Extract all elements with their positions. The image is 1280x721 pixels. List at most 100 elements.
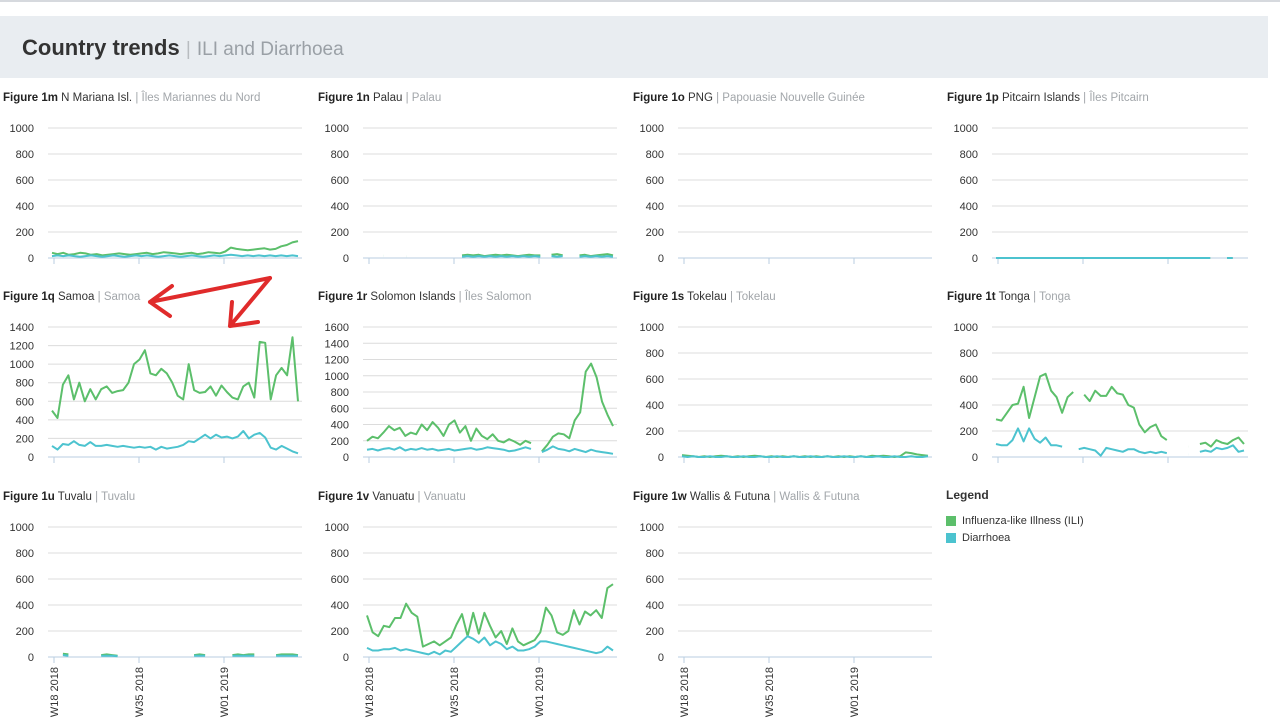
chart-title-separator: | xyxy=(1033,291,1037,303)
y-tick-label: 1000 xyxy=(10,359,34,371)
y-tick-label: 600 xyxy=(960,374,978,386)
chart-country-name: Tuvalu xyxy=(57,491,92,503)
chart-country-name-fr: Wallis & Futuna xyxy=(779,491,860,503)
chart-country-name-fr: Îles Mariannes du Nord xyxy=(141,92,261,104)
y-tick-label: 1000 xyxy=(325,371,349,383)
y-tick-label: 800 xyxy=(960,149,978,161)
series-line-diarrhoea xyxy=(1078,446,1168,457)
chart-plot-figure-1t: 0 200 400 600 800 1000 xyxy=(954,322,1248,464)
chart-figure-number: Figure 1m xyxy=(3,92,58,104)
y-tick-label: 0 xyxy=(343,253,349,265)
series-line-influenza-like-illness-ili xyxy=(62,652,69,656)
series-line-diarrhoea xyxy=(1199,444,1245,453)
chart-country-name-fr: Tokelau xyxy=(735,291,776,303)
chart-country-name-fr: Îles Pitcairn xyxy=(1089,92,1149,104)
y-tick-label: 400 xyxy=(646,201,664,213)
page-header: Country trends | ILI and Diarrhoea xyxy=(0,16,1268,78)
y-tick-label: 400 xyxy=(960,400,978,412)
y-tick-label: 200 xyxy=(960,426,978,438)
chart-figure-number: Figure 1p xyxy=(947,92,999,104)
chart-title-separator: | xyxy=(95,491,99,503)
y-tick-label: 1400 xyxy=(325,338,349,350)
y-tick-label: 1000 xyxy=(10,123,34,135)
chart-title-separator: | xyxy=(417,491,421,503)
chart-title: Figure 1w Wallis & Futuna | Wallis & Fut… xyxy=(633,491,860,503)
y-tick-label: 800 xyxy=(16,149,34,161)
x-tick-label: W01 2019 xyxy=(219,667,231,717)
x-tick-label: W35 2018 xyxy=(449,667,461,717)
series-line-influenza-like-illness-ili xyxy=(275,653,299,657)
y-tick-label: 1000 xyxy=(640,522,664,534)
page-title-separator: | xyxy=(185,39,191,60)
y-tick-label: 600 xyxy=(646,574,664,586)
chart-figure-number: Figure 1u xyxy=(3,491,55,503)
chart-country-name-fr: Tonga xyxy=(1039,291,1071,303)
y-tick-label: 600 xyxy=(960,175,978,187)
x-tick-label: W01 2019 xyxy=(849,667,861,717)
chart-country-name: Wallis & Futuna xyxy=(689,491,770,503)
chart-title: Figure 1v Vanuatu | Vanuatu xyxy=(318,491,466,503)
x-tick-label: W35 2018 xyxy=(134,667,146,717)
y-tick-label: 0 xyxy=(28,652,34,664)
chart-plot-figure-1p: 0 200 400 600 800 1000 xyxy=(954,123,1248,265)
series-line-influenza-like-illness-ili xyxy=(995,372,1074,422)
x-tick-label: W01 2019 xyxy=(534,667,546,717)
y-tick-label: 0 xyxy=(28,452,34,464)
chart-country-name: Tokelau xyxy=(687,291,727,303)
series-line-influenza-like-illness-ili xyxy=(51,240,299,257)
y-tick-label: 1200 xyxy=(325,355,349,367)
chart-title-separator: | xyxy=(135,92,139,104)
x-tick-label: W35 2018 xyxy=(764,667,776,717)
chart-title-separator: | xyxy=(97,291,101,303)
series-line-diarrhoea xyxy=(551,255,563,258)
legend-item-diarrhoea: Diarrhoea xyxy=(946,529,1084,546)
series-line-influenza-like-illness-ili xyxy=(366,419,532,446)
y-tick-label: 200 xyxy=(646,626,664,638)
y-tick-label: 400 xyxy=(331,201,349,213)
chart-plot-figure-1m: 0 200 400 600 800 1000 xyxy=(10,123,302,265)
page-title: Country trends | ILI and Diarrhoea xyxy=(22,35,344,61)
y-tick-label: 800 xyxy=(646,348,664,360)
series-line-diarrhoea xyxy=(579,255,614,258)
chart-country-name-fr: Vanuatu xyxy=(423,491,466,503)
series-line-diarrhoea xyxy=(366,635,614,656)
y-tick-label: 800 xyxy=(646,149,664,161)
chart-country-name-fr: Samoa xyxy=(103,291,141,303)
chart-title: Figure 1m N Mariana Isl. | Îles Marianne… xyxy=(3,92,260,104)
y-tick-label: 600 xyxy=(331,175,349,187)
legend-swatch-diarrhoea xyxy=(946,532,956,543)
y-tick-label: 200 xyxy=(331,626,349,638)
y-tick-label: 400 xyxy=(646,400,664,412)
legend-item-ili: Influenza-like Illness (ILI) xyxy=(946,512,1084,529)
chart-title: Figure 1p Pitcairn Islands | Îles Pitcai… xyxy=(947,92,1149,104)
series-line-influenza-like-illness-ili xyxy=(551,253,563,257)
x-tick-label: W18 2018 xyxy=(679,667,691,717)
chart-country-name: Tonga xyxy=(998,291,1030,303)
y-tick-label: 1400 xyxy=(10,322,34,334)
y-tick-label: 1000 xyxy=(640,123,664,135)
chart-plot-figure-1q: 0 200 400 600 800 1000 1200 1400 xyxy=(10,322,302,464)
chart-plot-figure-1n: 0 200 400 600 800 1000 xyxy=(325,123,617,265)
y-tick-label: 400 xyxy=(331,600,349,612)
legend-title: Legend xyxy=(946,488,989,502)
chart-title: Figure 1q Samoa | Samoa xyxy=(3,291,140,303)
series-line-influenza-like-illness-ili xyxy=(1199,436,1245,448)
chart-figure-number: Figure 1q xyxy=(3,291,55,303)
y-tick-label: 800 xyxy=(16,378,34,390)
series-line-diarrhoea xyxy=(51,253,299,258)
y-tick-label: 200 xyxy=(646,426,664,438)
legend-swatch-ili xyxy=(946,515,956,526)
y-tick-label: 600 xyxy=(16,175,34,187)
y-tick-label: 400 xyxy=(16,201,34,213)
y-tick-label: 600 xyxy=(646,374,664,386)
chart-country-name: PNG xyxy=(687,92,713,104)
legend-label-ili: Influenza-like Illness (ILI) xyxy=(962,514,1084,527)
chart-figure-number: Figure 1t xyxy=(947,291,996,303)
y-tick-label: 600 xyxy=(646,175,664,187)
chart-title: Figure 1u Tuvalu | Tuvalu xyxy=(3,491,135,503)
series-line-influenza-like-illness-ili xyxy=(541,362,614,452)
y-tick-label: 0 xyxy=(658,452,664,464)
chart-country-name: Solomon Islands xyxy=(370,291,456,303)
y-tick-label: 1000 xyxy=(325,123,349,135)
chart-title-separator: | xyxy=(729,291,733,303)
